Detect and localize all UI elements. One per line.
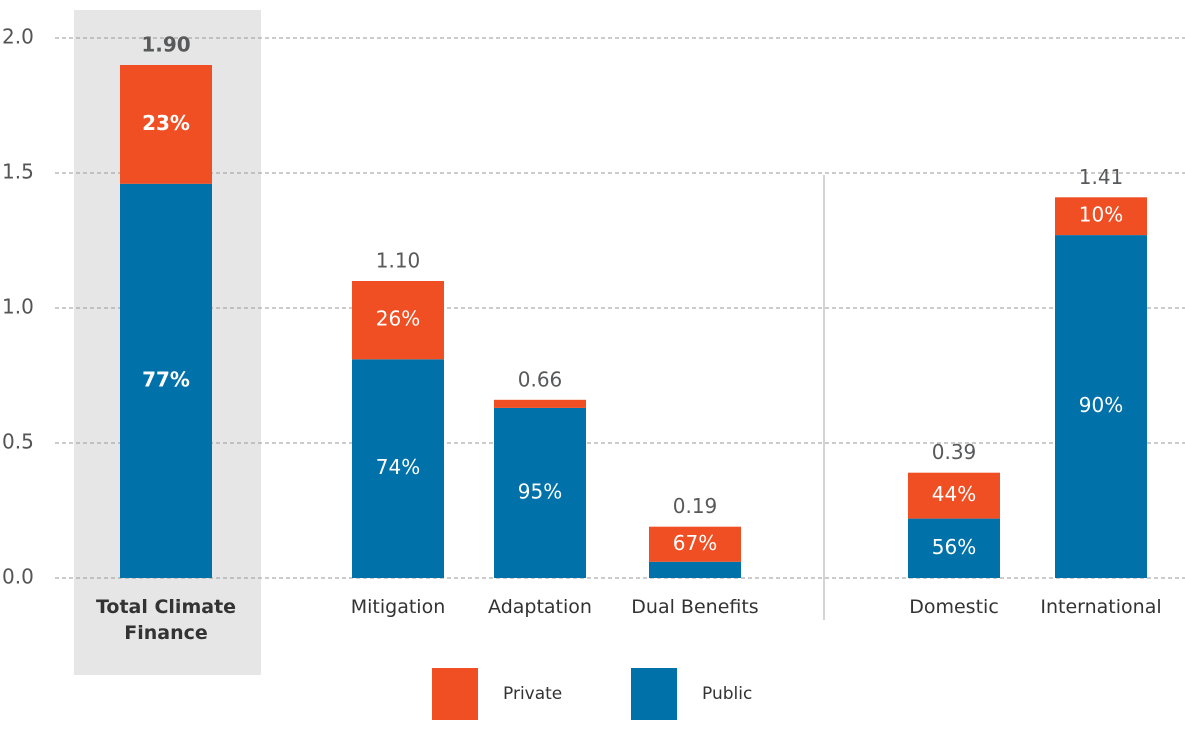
bar-segment	[908, 472, 1000, 519]
total-label: 0.19	[673, 494, 718, 518]
x-tick-label: International	[1040, 596, 1162, 618]
bar-segment	[908, 518, 1000, 578]
segment-label: 74%	[376, 455, 420, 479]
legend-swatch	[432, 668, 478, 720]
bar-segment	[494, 399, 586, 408]
total-label: 1.41	[1079, 165, 1124, 189]
total-label: 0.39	[932, 440, 977, 464]
segment-label: 95%	[518, 479, 562, 503]
bar-segment	[1055, 197, 1147, 236]
x-tick-label: Mitigation	[350, 596, 446, 618]
x-tick-label: Dual Benefits	[631, 596, 759, 618]
segment-label: 67%	[673, 531, 717, 555]
bar-segment	[1055, 235, 1147, 578]
bar-segment	[352, 359, 444, 578]
x-tick-label: Adaptation	[488, 596, 592, 618]
y-tick-label: 0.5	[2, 430, 34, 454]
segment-label: 44%	[932, 482, 976, 506]
bar-segment	[120, 183, 212, 579]
bar-segment	[352, 281, 444, 360]
bar-segment	[649, 561, 741, 578]
x-tick-label: Domestic	[909, 596, 999, 618]
legend-label: Public	[702, 684, 752, 704]
bar-segment	[120, 65, 212, 184]
legend-swatch	[631, 668, 677, 720]
segment-label: 90%	[1079, 393, 1123, 417]
segment-label: 26%	[376, 307, 420, 331]
total-label: 1.10	[376, 249, 421, 273]
segment-label: 23%	[142, 111, 190, 135]
legend-label: Private	[503, 684, 562, 704]
total-label: 0.66	[518, 367, 563, 391]
y-tick-label: 1.0	[2, 295, 34, 319]
x-tick-label: Total Climate Finance	[95, 596, 237, 644]
segment-label: 56%	[932, 535, 976, 559]
y-tick-label: 2.0	[2, 25, 34, 49]
bar-segment	[494, 407, 586, 578]
total-label: 1.90	[141, 33, 190, 57]
y-tick-label: 1.5	[2, 160, 34, 184]
y-tick-label: 0.0	[2, 565, 34, 589]
segment-label: 77%	[142, 367, 190, 391]
bar-segment	[649, 526, 741, 562]
segment-label: 10%	[1079, 203, 1123, 227]
